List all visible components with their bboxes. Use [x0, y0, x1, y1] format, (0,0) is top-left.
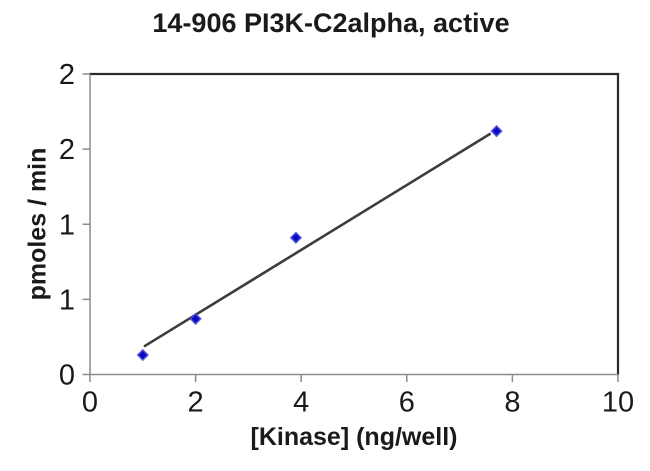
trendline [143, 132, 491, 348]
x-tick-label: 8 [504, 387, 520, 419]
x-tick-label: 10 [602, 387, 634, 419]
data-point-marker [136, 348, 150, 362]
axis-lines [89, 74, 618, 376]
x-tick-label: 2 [188, 387, 204, 419]
chart-title: 14-906 PI3K-C2alpha, active [152, 8, 510, 38]
data-point-marker [189, 312, 202, 326]
y-tick-label: 1 [59, 284, 75, 316]
x-tick-label: 6 [399, 387, 415, 419]
plot-frame [89, 72, 620, 375]
y-axis-title: pmoles / min [23, 147, 52, 301]
x-tick-label: 4 [293, 387, 309, 419]
x-axis-title: [Kinase] (ng/well) [250, 423, 458, 451]
data-point-marker [490, 124, 503, 138]
x-tick-label: 0 [82, 387, 98, 419]
y-tick-label: 2 [59, 134, 75, 166]
data-point-marker [289, 231, 303, 244]
y-tick-label: 0 [59, 360, 75, 392]
y-tick-label: 2 [59, 59, 75, 91]
y-tick-label: 1 [59, 209, 75, 241]
